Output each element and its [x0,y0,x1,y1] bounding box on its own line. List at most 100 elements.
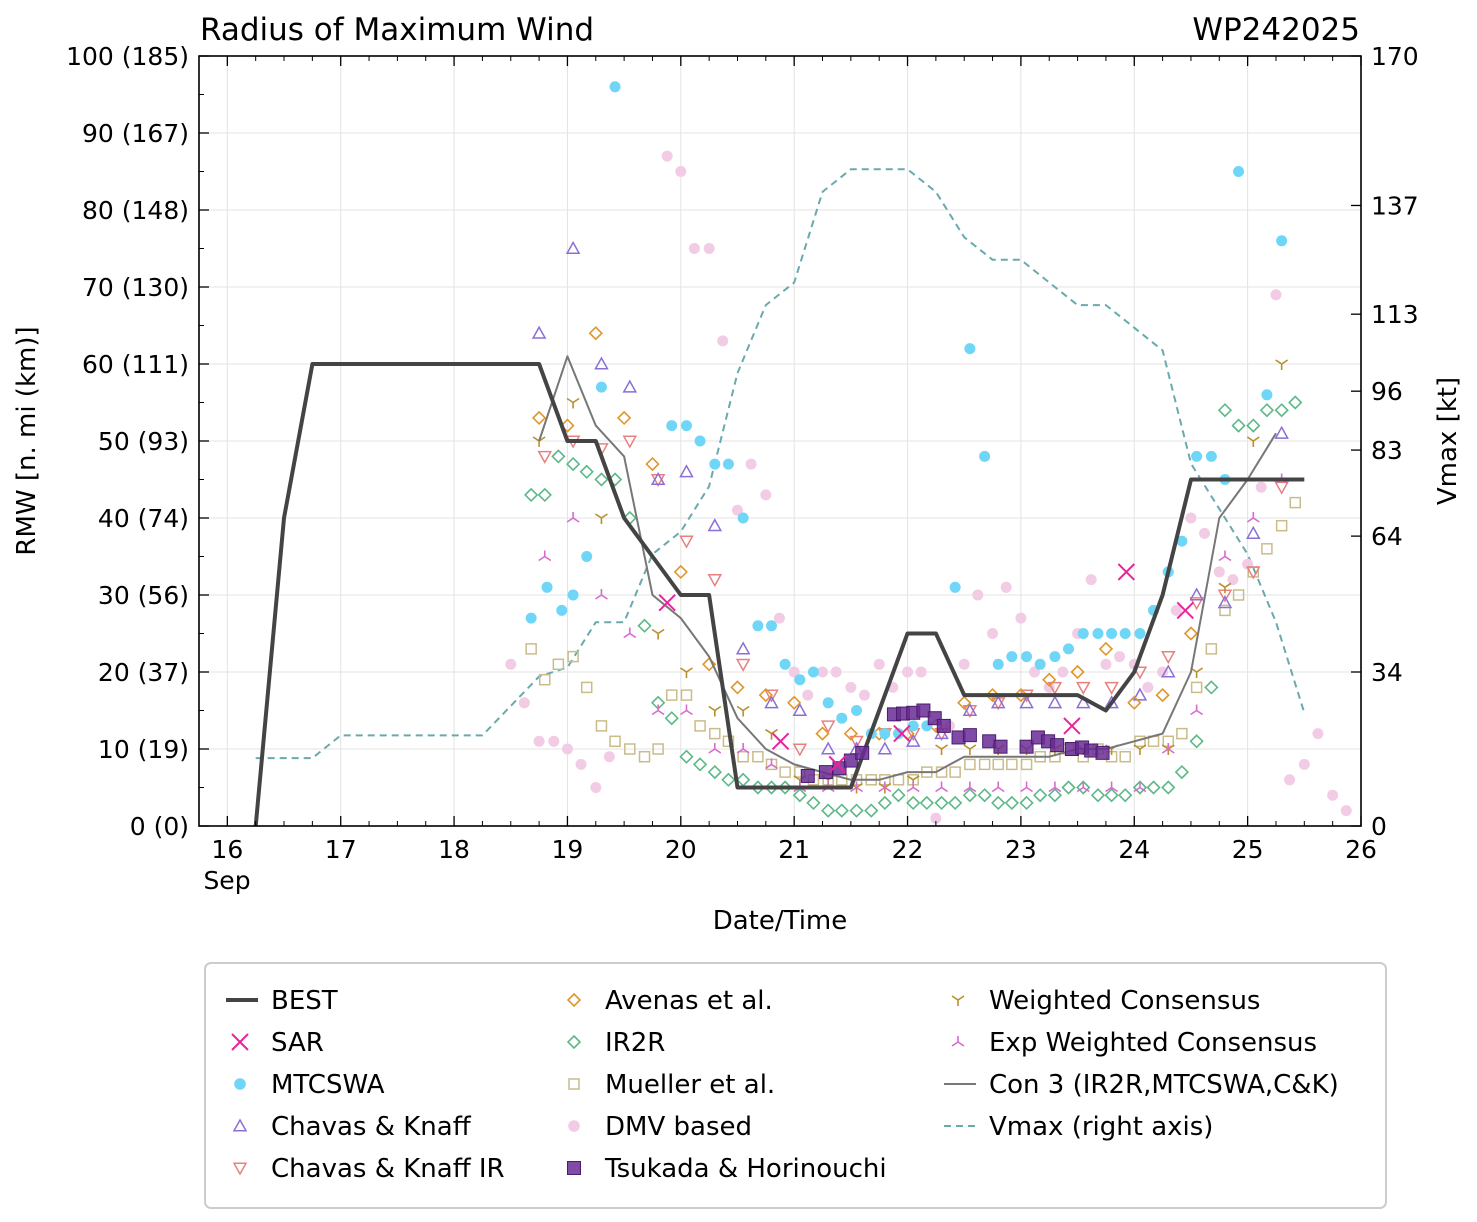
point-chavas-knaff-ir [707,574,723,588]
point-mueller-et-al [539,673,551,686]
chart-id-label: WP242025 [1192,12,1360,48]
point-ir2r [1217,403,1233,418]
point-dmv-based [915,666,927,678]
point-tsukada-horinouchi [993,739,1008,754]
point-mtcswa [1134,628,1146,639]
y-tick-label: 50 (93) [98,427,189,456]
point-sar [1117,563,1136,581]
point-weighted-consensus [736,705,750,717]
point-ir2r [1174,764,1190,780]
point-ir2r [679,749,694,764]
point-chavas-knaff [1189,587,1204,601]
point-ir2r [1204,680,1219,695]
legend-item: BEST [226,986,338,1016]
point-mtcswa [1063,643,1075,655]
point-mtcswa [949,581,961,593]
point-dmv-based [1043,681,1055,693]
point-dmv-based [688,243,700,254]
point-ir2r [1274,403,1289,418]
point-dmv-based [1312,728,1324,740]
point-dmv-based [518,697,530,709]
point-dmv-based [1157,666,1169,678]
point-mtcswa [680,420,692,432]
point-weighted-consensus [1275,359,1289,370]
y-tick-label: 40 (74) [98,504,189,533]
legend-label: Exp Weighted Consensus [989,1028,1317,1058]
point-ir2r [1090,788,1106,803]
point-chavas-knaff [1104,695,1119,709]
point-sar [1063,717,1081,735]
point-mtcswa [567,589,579,601]
point-avenas-et-al [560,418,575,433]
series-tsukada-horinouchi [800,703,1110,783]
point-weighted-consensus [878,782,892,794]
point-mtcswa [1106,628,1118,639]
point-dmv-based [731,504,743,516]
x-tick-label: 17 [325,835,357,864]
point-chavas-knaff-ir [1161,651,1176,665]
point-mueller-et-al [752,750,764,763]
point-chavas-knaff [934,726,949,740]
point-mueller-et-al [964,758,976,771]
point-avenas-et-al [673,564,688,580]
y2-axis-label: Vmax [kt] [1433,377,1463,505]
point-mueller-et-al [1289,496,1301,509]
point-ir2r [919,795,934,811]
y-tick-label: 20 (37) [98,658,189,687]
point-tsukada-horinouchi [855,745,870,760]
point-weighted-consensus [963,744,977,755]
y-tick-label: 70 (130) [82,273,189,302]
point-chavas-knaff [1217,595,1233,609]
y-tick-label: 80 (148) [82,196,189,225]
point-mueller-et-al [1205,643,1218,655]
legend-item: MTCSWA [234,1070,385,1100]
point-mtcswa [1233,166,1245,177]
point-sar [1176,601,1194,620]
point-chavas-knaff [1047,695,1063,709]
point-exp-weighted-consensus [566,512,580,523]
point-weighted-consensus [651,628,665,640]
point-avenas-et-al [1042,672,1057,687]
point-mtcswa [822,697,834,709]
point-mueller-et-al [525,643,537,655]
point-weighted-consensus [765,728,778,740]
point-mtcswa [541,581,553,593]
point-mtcswa [836,712,848,724]
point-chavas-knaff [1075,695,1091,709]
point-dmv-based [817,666,829,678]
legend-label: SAR [271,1028,324,1058]
point-chavas-knaff [650,471,666,486]
point-ir2r [1104,788,1119,803]
point-ir2r [721,772,736,787]
point-chavas-knaff [1019,695,1034,709]
line-con-3-ir2r-mtcswa-c-k [538,355,1277,781]
point-ir2r [891,788,906,803]
point-mtcswa [1021,651,1033,663]
series-sar [658,563,1194,774]
point-exp-weighted-consensus [963,781,977,793]
legend-swatch [566,1034,582,1050]
point-exp-weighted-consensus [1076,781,1090,793]
y2-tick-label: 96 [1371,377,1403,406]
point-dmv-based [675,166,687,177]
y2-tick-label: 83 [1371,436,1403,465]
point-sar [771,732,790,751]
legend-swatch [951,1036,965,1047]
legend-item: Tsukada & Horinouchi [567,1154,887,1184]
legend-label: DMV based [605,1112,752,1142]
point-dmv-based [902,666,914,678]
point-weighted-consensus [595,513,608,524]
point-weighted-consensus [566,397,580,409]
point-chavas-knaff-ir [1047,681,1063,695]
point-exp-weighted-consensus [1190,704,1204,716]
point-exp-weighted-consensus [1246,512,1260,523]
point-chavas-knaff-ir [849,735,864,749]
point-exp-weighted-consensus [651,704,665,716]
x-tick-label: 20 [665,835,697,864]
y-tick-label: 90 (167) [82,119,189,148]
point-dmv-based [1015,612,1027,624]
point-ir2r [991,795,1006,811]
point-ir2r [1076,780,1091,795]
point-chavas-knaff [735,641,751,655]
point-dmv-based [561,743,573,755]
